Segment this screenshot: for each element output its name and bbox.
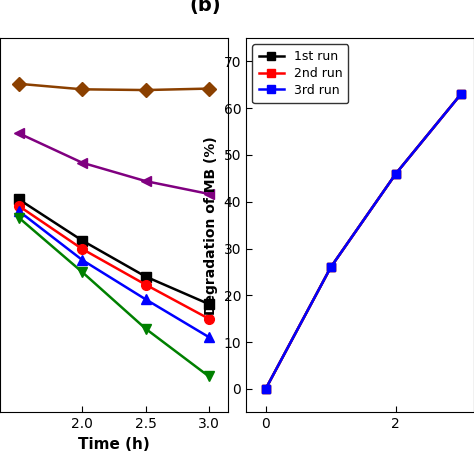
1st run	[263, 386, 268, 392]
X-axis label: Time (h): Time (h)	[78, 437, 150, 452]
1st run	[458, 91, 464, 97]
3rd run	[393, 171, 399, 176]
Line: 1st run: 1st run	[262, 90, 465, 393]
1st run	[393, 171, 399, 176]
2nd run	[393, 171, 399, 176]
2nd run	[458, 91, 464, 97]
Line: 2nd run: 2nd run	[262, 90, 465, 393]
Line: 3rd run: 3rd run	[262, 90, 465, 393]
2nd run	[328, 264, 334, 270]
1st run	[328, 264, 334, 270]
Legend: 1st run, 2nd run, 3rd run: 1st run, 2nd run, 3rd run	[252, 44, 348, 103]
Y-axis label: Degradation of MB (%): Degradation of MB (%)	[204, 136, 218, 315]
3rd run	[328, 264, 334, 270]
2nd run	[263, 386, 268, 392]
Text: (b): (b)	[189, 0, 221, 16]
3rd run	[263, 386, 268, 392]
3rd run	[458, 91, 464, 97]
